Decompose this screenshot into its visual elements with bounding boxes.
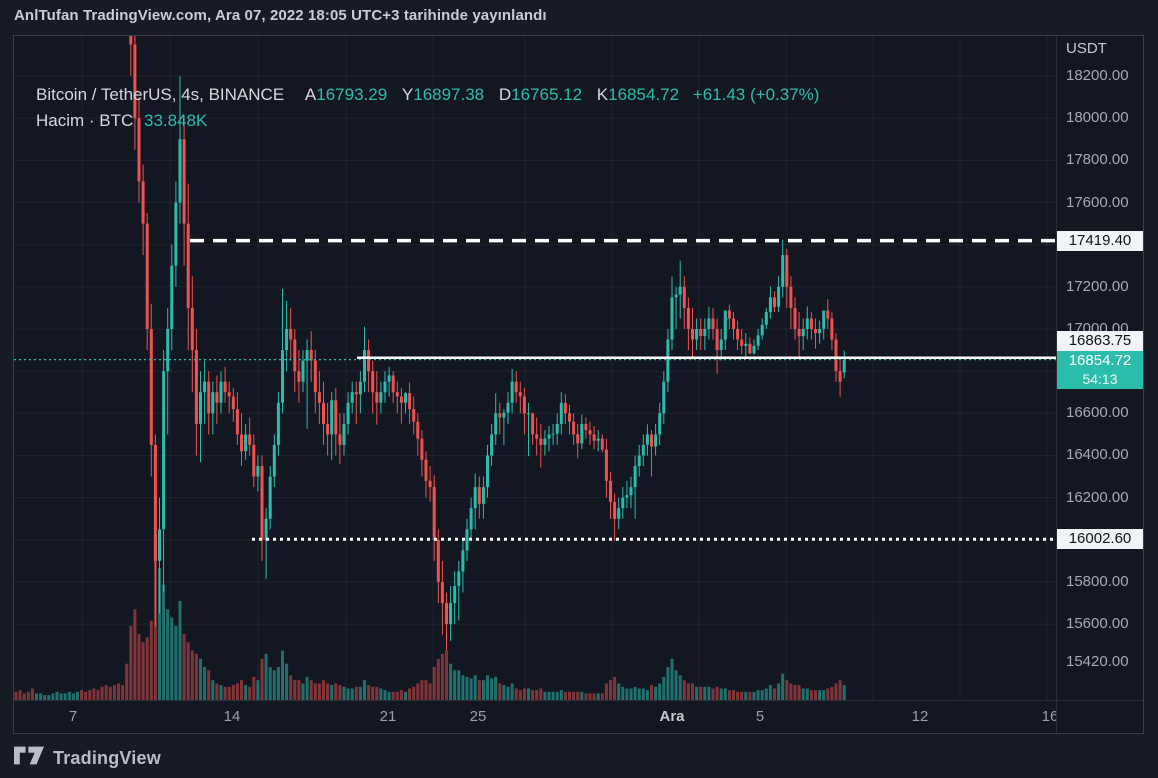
price-axis-label: 16600.00 <box>1066 404 1129 421</box>
price-axis-label: 17200.00 <box>1066 278 1129 295</box>
price-axis-label: 16400.00 <box>1066 446 1129 463</box>
price-axis-label: 15600.00 <box>1066 615 1129 632</box>
price-axis-label: 16200.00 <box>1066 489 1129 506</box>
price-level-badge: 16863.75 <box>1057 331 1143 351</box>
low-value: 16765.12 <box>511 85 583 104</box>
low-label: D <box>498 85 512 104</box>
close-label: K <box>596 85 609 104</box>
price-level-badge: 16002.60 <box>1057 529 1143 549</box>
open-label: A <box>304 85 317 104</box>
candle-countdown: 54:13 <box>1082 371 1118 387</box>
price-axis-label: 15800.00 <box>1066 573 1129 590</box>
footer: TradingView <box>14 743 161 773</box>
volume-value: 33.848K <box>144 111 208 130</box>
attribution-text: AnlTufan TradingView.com, Ara 07, 2022 1… <box>14 7 547 24</box>
current-price-badge: 16854.72 54:13 <box>1057 351 1143 389</box>
time-axis[interactable]: 7 14 21 25 Ara 5 12 16 <box>14 701 1056 733</box>
change-value: +61.43 (+0.37%) <box>692 85 820 104</box>
close-value: 16854.72 <box>608 85 680 104</box>
symbol-title: Bitcoin / TetherUS, 4s, BINANCE <box>36 85 285 104</box>
footer-brand-text[interactable]: TradingView <box>53 747 161 768</box>
chart-legend: Bitcoin / TetherUS, 4s, BINANCE A16793.2… <box>36 82 819 134</box>
legend-symbol-row: Bitcoin / TetherUS, 4s, BINANCE A16793.2… <box>36 82 819 108</box>
open-value: 16793.29 <box>316 85 388 104</box>
current-price-value: 16854.72 <box>1068 352 1132 369</box>
time-axis-label: 7 <box>68 708 78 725</box>
price-axis-label: 15420.00 <box>1066 653 1129 670</box>
time-axis-label: 5 <box>755 708 765 725</box>
legend-volume-row: Hacim · BTC 33.848K <box>36 108 819 134</box>
price-axis-currency: USDT <box>1066 40 1107 57</box>
price-axis-label: 17800.00 <box>1066 151 1129 168</box>
time-axis-label: 25 <box>469 708 487 725</box>
time-axis-separator <box>14 700 1143 701</box>
time-axis-label: 21 <box>379 708 397 725</box>
high-label: Y <box>401 85 414 104</box>
volume-label: Hacim · BTC <box>36 111 134 130</box>
price-axis-label: 17600.00 <box>1066 194 1129 211</box>
time-axis-label: 16 <box>1041 708 1056 725</box>
price-axis-label: 18200.00 <box>1066 67 1129 84</box>
tradingview-logo-icon[interactable] <box>14 746 44 770</box>
time-axis-label: 12 <box>911 708 929 725</box>
price-level-badge: 17419.40 <box>1057 231 1143 251</box>
time-axis-label: 14 <box>223 708 241 725</box>
candlestick-chart[interactable] <box>14 36 1056 700</box>
chart-widget: Bitcoin / TetherUS, 4s, BINANCE A16793.2… <box>13 35 1144 734</box>
price-axis-separator <box>1056 36 1057 733</box>
time-axis-label: Ara <box>659 708 685 725</box>
high-value: 16897.38 <box>413 85 485 104</box>
price-axis-label: 18000.00 <box>1066 109 1129 126</box>
